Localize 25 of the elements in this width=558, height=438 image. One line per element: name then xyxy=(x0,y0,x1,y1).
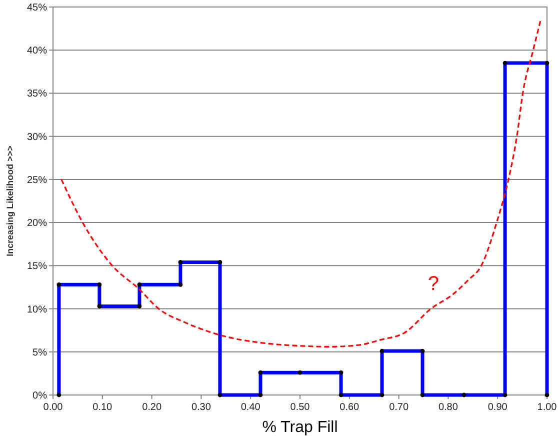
x-tick-label: 0.70 xyxy=(389,402,409,413)
x-tick-label: 0.80 xyxy=(438,402,458,413)
y-tick-label: 35% xyxy=(26,88,48,100)
y-tick-label: 30% xyxy=(26,132,48,143)
x-tick-label: 0.10 xyxy=(92,402,113,413)
line-series xyxy=(56,60,550,398)
x-tick-label: 0.60 xyxy=(340,402,360,413)
y-axis-title: Increasing Likelihood >>> xyxy=(5,146,15,256)
y-tick-label: 5% xyxy=(32,347,48,358)
x-tick-label: 0.40 xyxy=(240,402,261,413)
y-tick-label: 40% xyxy=(26,46,48,57)
y-tick-label: 15% xyxy=(26,261,48,272)
x-tick-label: 1.00 xyxy=(537,402,558,413)
x-tick-label: 0.30 xyxy=(191,402,212,413)
y-tick-label: 10% xyxy=(26,304,48,316)
x-tick-label: 0.00 xyxy=(43,402,64,413)
x-tick-label: 0.90 xyxy=(488,402,508,413)
y-tick-label: 25% xyxy=(26,174,48,186)
x-tick-label: 0.20 xyxy=(142,402,162,413)
y-tick-label: 45% xyxy=(26,2,48,14)
y-tick-label: 20% xyxy=(26,218,48,230)
annotation: ? xyxy=(428,273,439,296)
x-tick-label: 0.50 xyxy=(290,402,310,413)
y-tick-label: 0% xyxy=(32,390,48,402)
x-axis-title: % Trap Fill xyxy=(262,419,338,436)
